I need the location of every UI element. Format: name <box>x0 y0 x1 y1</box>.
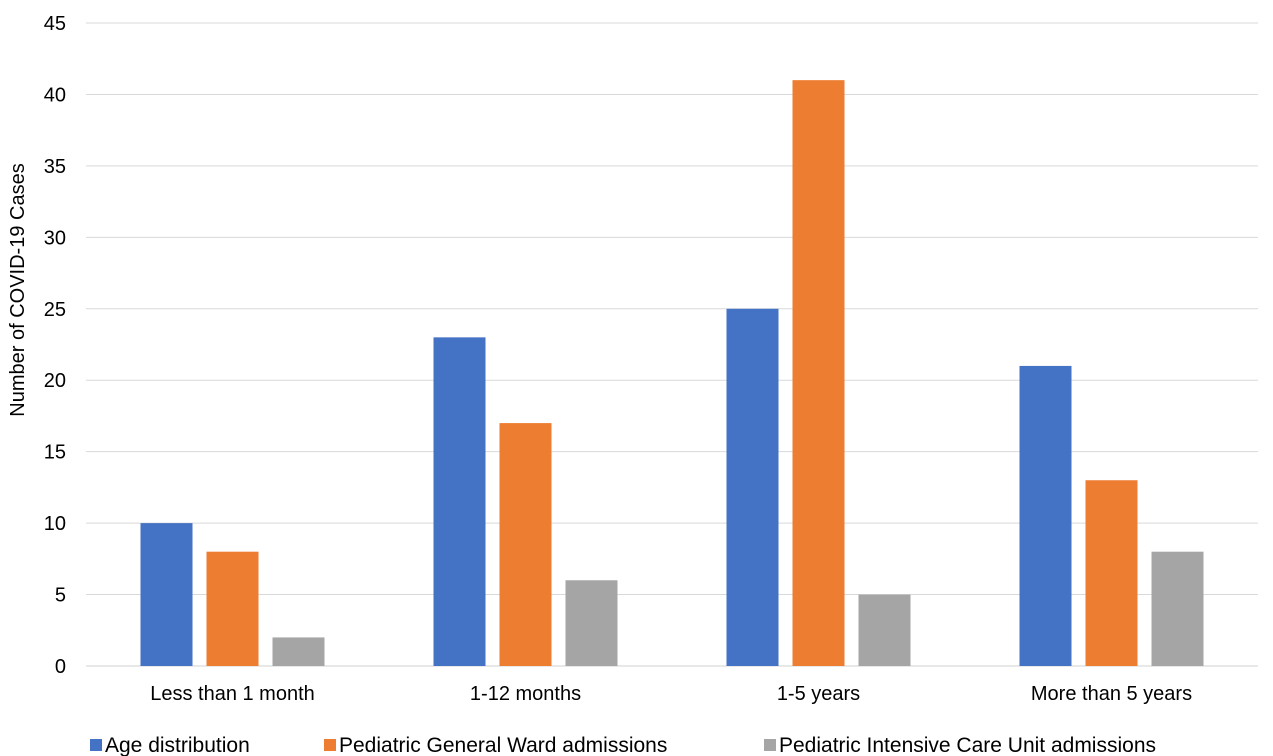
bar <box>565 580 618 666</box>
bar <box>272 637 325 666</box>
y-tick-label: 25 <box>44 299 66 321</box>
bar <box>1085 480 1138 666</box>
bar <box>726 308 779 666</box>
y-tick-label: 5 <box>55 585 66 607</box>
y-tick-label: 15 <box>44 442 66 464</box>
x-tick-label: 1-5 years <box>777 683 860 705</box>
y-tick-label: 30 <box>44 227 66 249</box>
y-tick-label: 40 <box>44 84 66 106</box>
legend: Age distribution Pediatric General Ward a… <box>90 734 1156 756</box>
bar <box>499 423 552 666</box>
bar <box>792 80 845 666</box>
x-tick-label: 1-12 months <box>470 683 581 705</box>
bar <box>1151 551 1204 666</box>
legend-swatch <box>90 739 102 751</box>
legend-swatch <box>324 739 336 751</box>
legend-label: Age distribution <box>105 734 250 756</box>
y-tick-label: 10 <box>44 513 66 535</box>
gridlines <box>86 22 1258 667</box>
y-axis-ticks: 0 5 10 15 20 25 30 35 40 45 <box>44 13 66 678</box>
y-axis-title: Number of COVID-19 Cases <box>7 163 29 416</box>
bar <box>206 551 259 666</box>
x-tick-label: More than 5 years <box>1031 683 1192 705</box>
x-tick-label: Less than 1 month <box>150 683 315 705</box>
legend-label: Pediatric Intensive Care Unit admissions <box>779 734 1156 756</box>
bar <box>140 523 193 666</box>
y-tick-label: 45 <box>44 13 66 35</box>
y-tick-label: 0 <box>55 656 66 678</box>
legend-label: Pediatric General Ward admissions <box>339 734 667 756</box>
bars <box>140 80 1204 666</box>
bar <box>433 337 486 666</box>
x-axis-ticks: Less than 1 month 1-12 months 1-5 years Mor… <box>150 683 1192 705</box>
bar <box>1019 365 1072 666</box>
y-tick-label: 35 <box>44 156 66 178</box>
y-tick-label: 20 <box>44 370 66 392</box>
bar <box>858 594 911 666</box>
legend-swatch <box>764 739 776 751</box>
